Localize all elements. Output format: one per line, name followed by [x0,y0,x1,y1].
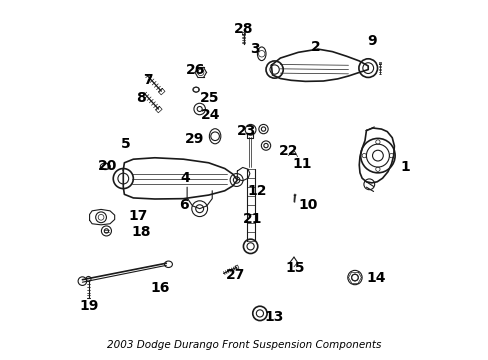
Text: 20: 20 [97,159,117,174]
Ellipse shape [100,163,110,170]
Text: 9: 9 [366,34,376,48]
Text: 3: 3 [250,42,260,56]
Text: 22: 22 [278,144,298,158]
Text: 5: 5 [121,137,131,151]
Text: 15: 15 [285,261,304,275]
Text: 23: 23 [237,123,256,138]
Text: 21: 21 [242,212,262,226]
Text: 11: 11 [292,157,312,171]
Ellipse shape [257,47,265,60]
Text: 19: 19 [80,299,99,313]
Text: 1: 1 [400,161,409,175]
Text: 27: 27 [225,268,244,282]
Text: 10: 10 [298,198,317,212]
Text: 18: 18 [131,225,151,239]
Text: 25: 25 [199,90,219,104]
Text: 6: 6 [178,198,188,212]
Ellipse shape [192,87,199,92]
Text: 2003 Dodge Durango Front Suspension Components: 2003 Dodge Durango Front Suspension Comp… [107,340,381,350]
Text: 24: 24 [201,108,220,122]
Text: 12: 12 [247,184,266,198]
Text: 7: 7 [142,73,152,87]
Text: 13: 13 [264,310,283,324]
Text: 29: 29 [184,132,204,147]
Text: 28: 28 [234,22,253,36]
Text: 2: 2 [311,40,321,54]
Text: 4: 4 [180,171,190,185]
Text: 8: 8 [135,91,145,105]
Text: 17: 17 [128,209,147,223]
Text: 14: 14 [366,271,385,284]
Ellipse shape [209,129,221,144]
Text: 26: 26 [185,63,204,77]
Ellipse shape [164,261,172,267]
Text: 16: 16 [150,280,169,294]
